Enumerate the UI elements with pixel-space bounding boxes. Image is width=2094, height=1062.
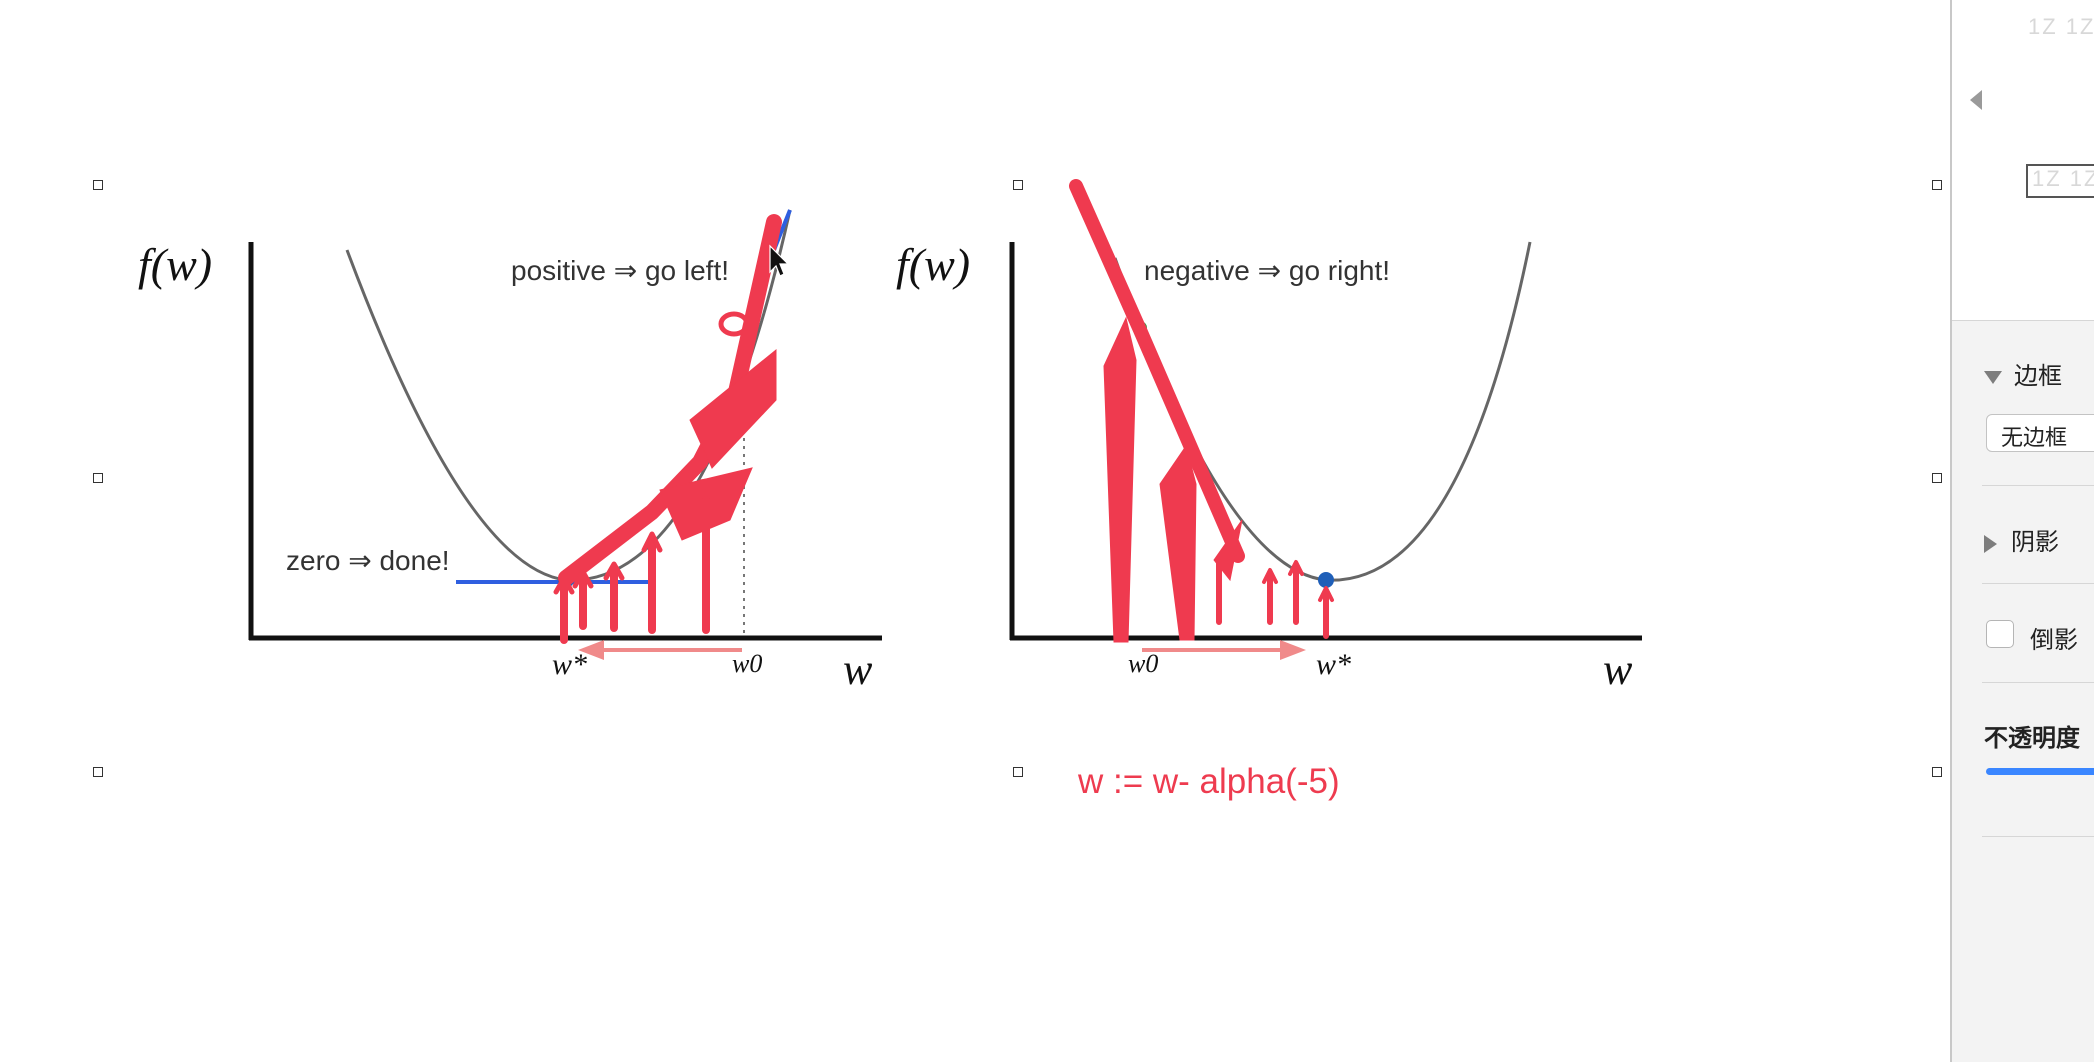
ink-spike-right-2: [1159, 444, 1197, 641]
reflection-checkbox[interactable]: [1986, 620, 2014, 648]
right-tick-wstar: w*: [1316, 648, 1351, 681]
right-chart: f(w) w negative ⇒ go right! w0 w*: [896, 239, 1642, 694]
left-step-arrowhead: [578, 640, 604, 660]
left-annotation-positive: positive ⇒ go left!: [511, 255, 729, 286]
divider: [1982, 583, 2094, 584]
right-tick-w0: w0: [1128, 649, 1158, 678]
reflection-label: 倒影: [2030, 627, 2078, 654]
ink-loop-left: [718, 311, 750, 337]
right-minimum-point: [1318, 572, 1334, 588]
gradient-update-formula[interactable]: w := w- alpha(-5): [1078, 762, 1340, 801]
slide-thumbnail-selected[interactable]: 1Z 1Z: [2026, 164, 2094, 198]
resize-handle-top-left[interactable]: [93, 180, 103, 190]
disclosure-right-icon: [1984, 534, 1997, 553]
shadow-section-title: 阴影: [2011, 529, 2059, 556]
disclosure-down-icon: [1984, 371, 2002, 385]
gradient-descent-figure: f(w) w positive ⇒ go left! zero ⇒ done! …: [138, 179, 1642, 694]
resize-handle-bottom-left[interactable]: [93, 767, 103, 777]
ink-stroke-left-main: [558, 214, 782, 586]
border-style-select[interactable]: 无边框: [1986, 414, 2094, 452]
ink-spike-right-1: [1103, 316, 1137, 643]
resize-handle-top-center[interactable]: [1013, 180, 1023, 190]
left-x-label: w: [843, 645, 873, 694]
ink-stroke-right-main: [1069, 179, 1245, 563]
border-section-header[interactable]: 边框: [1984, 356, 2062, 391]
resize-handle-top-right[interactable]: [1932, 180, 1942, 190]
resize-handle-bottom-center[interactable]: [1013, 767, 1023, 777]
ink-arrowheads-left: [553, 531, 663, 595]
ink-arrows-right: [1216, 559, 1329, 639]
collapse-arrow-icon[interactable]: [1970, 90, 1982, 110]
right-step-arrowhead: [1280, 640, 1306, 660]
divider: [1952, 320, 2094, 321]
right-y-label: f(w): [896, 239, 970, 290]
opacity-label: 不透明度: [1984, 725, 2080, 752]
ink-arrows-left: [560, 496, 710, 644]
mouse-cursor-icon: [769, 244, 790, 277]
slide-thumbnail[interactable]: 1Z 1Z: [2028, 14, 2094, 39]
left-y-label: f(w): [138, 239, 212, 290]
inspector-panel: 1Z 1Z 1Z 1Z 边框 无边框 阴影 倒影 不透明度: [1950, 0, 2094, 1062]
slide-canvas[interactable]: f(w) w positive ⇒ go left! zero ⇒ done! …: [0, 0, 1950, 1062]
border-section-title: 边框: [2014, 363, 2062, 390]
slide-thumbnail-strip: 1Z 1Z 1Z 1Z: [1952, 0, 2094, 320]
resize-handle-middle-left[interactable]: [93, 473, 103, 483]
resize-handle-bottom-right[interactable]: [1932, 767, 1942, 777]
opacity-slider[interactable]: [1986, 768, 2094, 775]
shadow-section-header[interactable]: 阴影: [1984, 522, 2059, 557]
left-tick-wstar: w*: [552, 648, 587, 681]
right-annotation-negative: negative ⇒ go right!: [1144, 255, 1390, 286]
left-annotation-zero: zero ⇒ done!: [286, 545, 450, 576]
resize-handle-middle-right[interactable]: [1932, 473, 1942, 483]
right-x-label: w: [1603, 645, 1633, 694]
ink-annotations: [553, 179, 1334, 644]
divider: [1982, 485, 2094, 486]
divider: [1982, 682, 2094, 683]
ink-spike-left-1: [689, 348, 777, 469]
left-chart: f(w) w positive ⇒ go left! zero ⇒ done! …: [138, 209, 882, 694]
ink-arrowheads-right: [1262, 560, 1334, 602]
left-tick-w0: w0: [732, 649, 762, 678]
divider: [1982, 836, 2094, 837]
